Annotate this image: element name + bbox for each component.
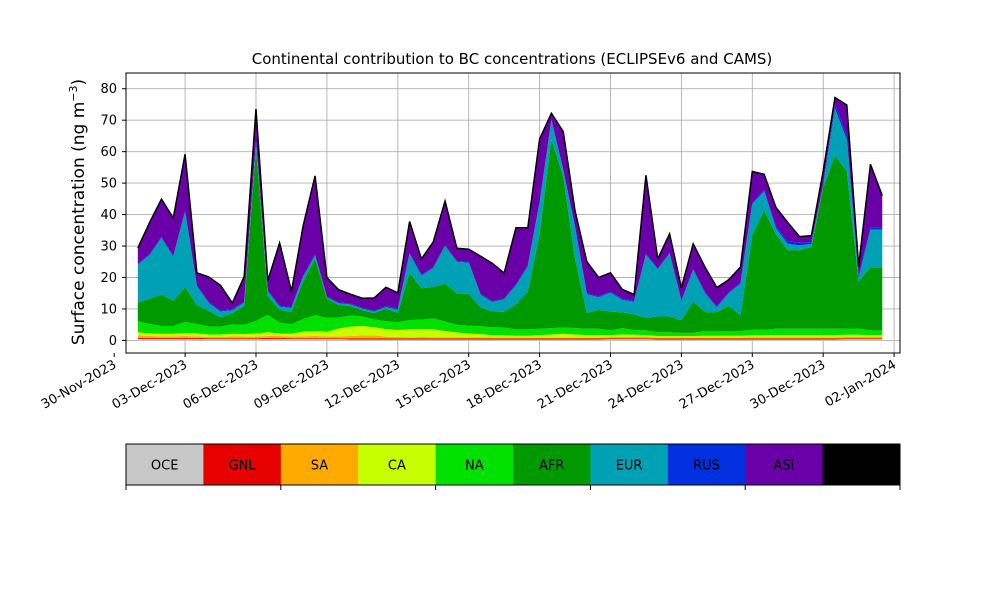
y-tick-label-7: 70 (100, 114, 117, 129)
chart-title: Continental contribution to BC concentra… (252, 50, 773, 68)
area-sa (137, 335, 883, 339)
x-tick-label-7: 21-Dec-2023 (535, 357, 615, 412)
legend-swatch-aus (822, 444, 901, 485)
x-tick-label-3: 09-Dec-2023 (251, 357, 331, 412)
y-axis-label-close: ) (69, 79, 89, 86)
legend-swatch-sa (280, 444, 359, 485)
legend-label-oce: OCE (151, 459, 179, 474)
legend-label-ca: CA (388, 459, 406, 474)
y-axis-label-text: Surface concentration (ng m (69, 102, 89, 345)
legend-label-afr: AFR (539, 459, 564, 474)
x-tick-label-1: 03-Dec-2023 (110, 357, 190, 412)
plot-frame (125, 72, 901, 354)
legend-label-na: NA (465, 459, 484, 474)
y-axis-label-unit-exponent: −3 (67, 85, 80, 101)
legend-label-rus: RUS (693, 459, 720, 474)
x-tick-label-2: 06-Dec-2023 (181, 357, 261, 412)
area-ca (137, 325, 883, 338)
x-tick-label-9: 27-Dec-2023 (677, 357, 757, 412)
y-tick-label-3: 30 (100, 240, 117, 255)
y-tick-label-4: 40 (100, 208, 117, 223)
legend-swatch-asi (745, 444, 824, 485)
legend-label-eur: EUR (616, 459, 643, 474)
area-afr (137, 139, 883, 333)
y-axis-label: Surface concentration (ng m−3) (67, 79, 89, 345)
area-na (137, 314, 883, 337)
x-tick-label-5: 15-Dec-2023 (393, 357, 473, 412)
legend-swatch-rus (667, 444, 746, 485)
legend-label-gnl: GNL (229, 459, 257, 474)
legend-swatch-na (435, 444, 514, 485)
y-tick-label-0: 0 (109, 334, 117, 349)
x-tick-label-6: 18-Dec-2023 (464, 357, 544, 412)
y-tick-label-5: 50 (100, 177, 117, 192)
x-tick-label-8: 24-Dec-2023 (606, 357, 686, 412)
legend-swatch-afr (513, 444, 591, 485)
area-series (137, 96, 883, 341)
legend-swatch-gnl (203, 444, 282, 485)
legend-swatch-eur (590, 444, 669, 485)
legend-label-asi: ASI (773, 459, 794, 474)
legend-swatch-oce (126, 444, 204, 485)
area-gnl (137, 337, 883, 340)
x-tick-label-10: 30-Dec-2023 (748, 357, 828, 412)
legend-colorbar: OCE GNL SA CA NA AFR EUR RUS ASI AUS (125, 443, 901, 490)
x-tick-label-4: 12-Dec-2023 (322, 357, 402, 412)
y-tick-label-6: 60 (100, 145, 117, 160)
total-line (137, 96, 883, 305)
area-oce (137, 338, 883, 341)
legend-swatch-ca (358, 444, 437, 485)
x-tick-label-11: 02-Jan-2024 (822, 357, 899, 410)
y-tick-label-8: 80 (100, 82, 117, 97)
legend-label-sa: SA (311, 459, 328, 474)
y-tick-label-2: 20 (100, 271, 117, 286)
legend-frame (125, 443, 901, 486)
legend-label-aus: AUS (848, 459, 875, 474)
y-tick-label-1: 10 (100, 302, 117, 317)
x-tick-label-0: 30-Nov-2023 (39, 357, 119, 412)
